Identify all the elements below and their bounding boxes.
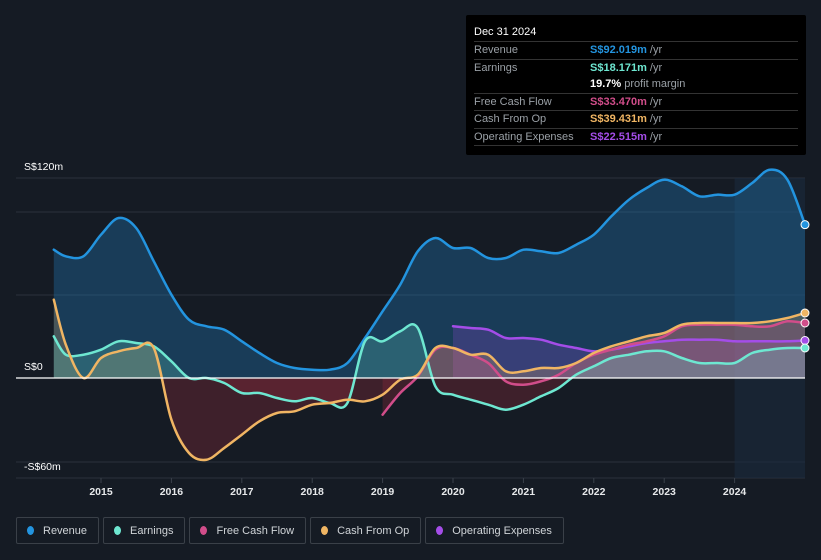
area-earnings bbox=[53, 324, 805, 378]
tooltip-label: Cash From Op bbox=[474, 113, 547, 125]
tooltip-row-free-cash-flow: Free Cash Flow S$33.470m/yr bbox=[474, 94, 798, 111]
area-revenue bbox=[53, 169, 806, 378]
tooltip-unit: /yr bbox=[649, 61, 663, 74]
tooltip-label: Free Cash Flow bbox=[474, 95, 552, 108]
x-tick-label: 2020 bbox=[441, 486, 465, 498]
legend-label: Revenue bbox=[43, 524, 88, 537]
series-areas bbox=[53, 169, 806, 460]
end-markers bbox=[800, 220, 810, 353]
legend-item-revenue[interactable]: Revenue bbox=[16, 517, 100, 544]
x-tick-label: 2021 bbox=[512, 486, 536, 498]
end-dot-cash-from-op[interactable] bbox=[800, 308, 810, 318]
tooltip-rows: Revenue S$92.019m/yr Earnings S$18.171m/yr 1… bbox=[474, 42, 798, 146]
legend-label: Operating Expenses bbox=[452, 524, 552, 537]
chart-svg: S$120m S$0 -S$60m 2015 2016 2017 2018 2019 2020… bbox=[16, 161, 810, 498]
legend-dot-icon bbox=[27, 526, 34, 535]
end-dot-earnings[interactable] bbox=[800, 343, 810, 353]
area-negative-earnings bbox=[53, 378, 805, 410]
area-negative-cash-from-op bbox=[53, 378, 805, 460]
x-axis: 2015 2016 2017 2018 2019 2020 2021 2022 2023 2024 bbox=[89, 478, 746, 498]
area-cash-from-op bbox=[53, 299, 805, 378]
tooltip-value: S$18.171m bbox=[590, 61, 647, 74]
tooltip-row-cash-from-op: Cash From Op S$39.431m/yr bbox=[474, 111, 798, 129]
end-dot-operating-expenses[interactable] bbox=[800, 336, 810, 345]
tooltip-unit: profit margin bbox=[624, 78, 686, 90]
tooltip-row-earnings: Earnings S$18.171m/yr bbox=[474, 60, 798, 77]
highlight-band bbox=[734, 178, 805, 478]
tooltip-label: Earnings bbox=[474, 61, 518, 74]
tooltip-date: Dec 31 2024 bbox=[474, 23, 798, 42]
y-axis-labels: S$120m S$0 -S$60m bbox=[24, 161, 63, 473]
x-tick-label: 2022 bbox=[582, 486, 606, 498]
x-tick-label: 2018 bbox=[301, 486, 325, 498]
legend-item-earnings[interactable]: Earnings bbox=[103, 517, 186, 544]
end-dot-revenue[interactable] bbox=[800, 220, 810, 230]
x-tick-label: 2017 bbox=[230, 486, 254, 498]
tooltip-value: S$33.470m bbox=[590, 95, 647, 108]
y-tick-label: S$0 bbox=[24, 361, 43, 373]
tooltip-value: S$39.431m bbox=[590, 113, 647, 125]
legend-dot-icon bbox=[200, 526, 208, 535]
tooltip-value: S$92.019m bbox=[590, 44, 647, 56]
end-dot-free-cash-flow[interactable] bbox=[800, 318, 810, 328]
tooltip-unit: /yr bbox=[649, 95, 663, 108]
area-operating-expenses bbox=[453, 326, 805, 378]
tooltip-unit: /yr bbox=[649, 130, 663, 143]
tooltip-row-operating-expenses: Operating Expenses S$22.515m/yr bbox=[474, 129, 798, 146]
legend-item-free-cash-flow[interactable]: Free Cash Flow bbox=[189, 517, 307, 544]
legend-dot-icon bbox=[114, 526, 122, 535]
line-cash-from-op bbox=[52, 298, 807, 462]
x-tick-label: 2016 bbox=[160, 486, 184, 498]
x-tick-label: 2019 bbox=[371, 486, 395, 498]
tooltip-unit: /yr bbox=[649, 44, 663, 56]
tooltip: Dec 31 2024 Revenue S$92.019m/yr Earnings S… bbox=[466, 15, 806, 155]
y-tick-label: -S$60m bbox=[24, 461, 61, 473]
gridlines bbox=[16, 177, 805, 479]
x-tick-label: 2015 bbox=[89, 486, 113, 498]
x-tick-label: 2023 bbox=[653, 486, 677, 498]
legend-item-cash-from-op[interactable]: Cash From Op bbox=[310, 517, 422, 544]
tooltip-row-revenue: Revenue S$92.019m/yr bbox=[474, 42, 798, 60]
legend-item-operating-expenses[interactable]: Operating Expenses bbox=[425, 517, 564, 544]
legend-label: Free Cash Flow bbox=[216, 524, 295, 537]
tooltip-label: Operating Expenses bbox=[474, 130, 574, 143]
tooltip-value: S$22.515m bbox=[590, 130, 647, 143]
tooltip-label bbox=[474, 76, 590, 93]
tooltip-value: 19.7% bbox=[590, 78, 622, 90]
tooltip-unit: /yr bbox=[649, 113, 663, 125]
legend-label: Earnings bbox=[130, 524, 174, 537]
y-tick-label: S$120m bbox=[24, 161, 63, 173]
legend-label: Cash From Op bbox=[337, 524, 410, 537]
tooltip-row-profit-margin: 19.7% profit margin bbox=[474, 76, 798, 94]
series-lines bbox=[52, 168, 807, 462]
x-tick-label: 2024 bbox=[723, 486, 747, 498]
legend-dot-icon bbox=[321, 526, 329, 535]
line-operating-expenses bbox=[451, 325, 807, 353]
tooltip-label: Revenue bbox=[474, 44, 519, 56]
legend: Revenue Earnings Free Cash Flow Cash From O… bbox=[16, 517, 564, 544]
line-revenue bbox=[52, 168, 807, 372]
legend-dot-icon bbox=[436, 526, 444, 535]
line-earnings bbox=[52, 323, 807, 411]
